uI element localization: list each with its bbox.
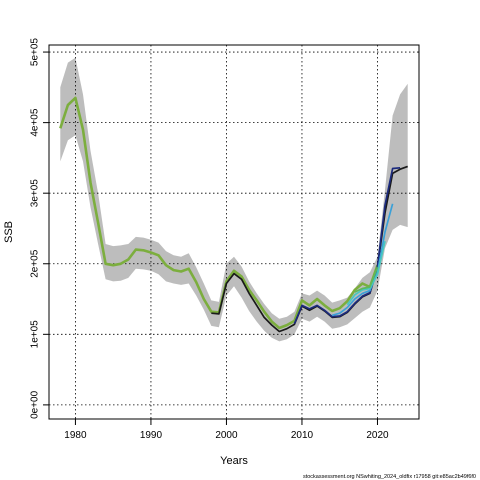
y-tick-label: 3e+05: [30, 179, 41, 208]
series-line: [59, 96, 379, 330]
y-tick-label: 2e+05: [30, 249, 41, 278]
y-tick-label: 4e+05: [30, 108, 41, 137]
x-tick-label: 1980: [64, 430, 87, 441]
series-line: [331, 203, 394, 317]
confidence-band-layer: [60, 57, 408, 342]
plot-frame: [48, 44, 420, 420]
credit-text: stockassessment.org NSwhiting_2024_oldfi…: [303, 474, 476, 480]
series-line: [354, 266, 379, 293]
series-layer: [59, 96, 408, 333]
series-line: [293, 166, 401, 325]
x-tick-label: 2020: [366, 430, 389, 441]
x-axis-title: Years: [220, 455, 248, 467]
y-tick-label: 0e+00: [30, 390, 41, 419]
x-tick-label: 2000: [215, 430, 238, 441]
x-tick-label: 1990: [140, 430, 163, 441]
series-line: [346, 241, 386, 306]
confidence-band: [60, 57, 408, 342]
grid-layer: [49, 45, 419, 419]
y-axis-title: SSB: [3, 221, 15, 243]
y-tick-label: 5e+05: [30, 38, 41, 67]
y-tick-label: 1e+05: [30, 320, 41, 349]
x-axis: 1980 1990 2000 2010 2020: [64, 419, 389, 441]
y-axis: 0e+00 1e+05 2e+05 3e+05 4e+05 5e+05: [30, 38, 49, 419]
x-tick-label: 2010: [291, 430, 314, 441]
